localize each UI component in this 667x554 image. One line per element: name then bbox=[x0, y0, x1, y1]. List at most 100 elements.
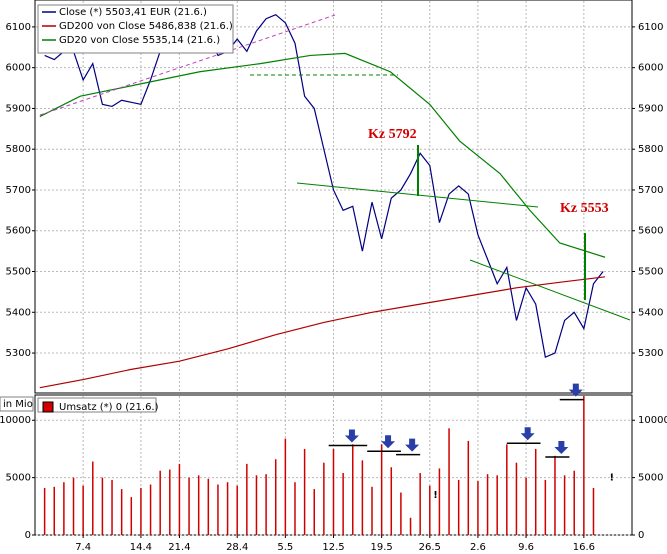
y-tick-label: 5300 bbox=[638, 348, 663, 359]
y-tick-label: 5000 bbox=[638, 473, 663, 484]
y-tick-label: 6000 bbox=[6, 63, 31, 74]
unit-box bbox=[0, 396, 34, 412]
y-tick-label: 5500 bbox=[6, 267, 31, 278]
y-tick-label: 5600 bbox=[6, 226, 31, 237]
bar bbox=[380, 444, 383, 535]
bar bbox=[188, 477, 190, 535]
bar bbox=[534, 448, 537, 535]
marker-arrow bbox=[554, 440, 569, 454]
bar bbox=[111, 479, 113, 535]
marker-arrow bbox=[381, 435, 396, 449]
y-tick-label: 5700 bbox=[6, 185, 31, 196]
x-tick-label: 14.4 bbox=[130, 542, 152, 553]
bar bbox=[217, 484, 219, 535]
bar bbox=[313, 489, 315, 535]
flag: ! bbox=[609, 473, 614, 484]
bar bbox=[342, 473, 344, 535]
x-tick-label: 7.4 bbox=[75, 542, 91, 553]
flag: ! bbox=[433, 490, 438, 501]
x-tick-label: 19.5 bbox=[371, 542, 393, 553]
trend-line bbox=[39, 14, 336, 116]
bar bbox=[43, 487, 46, 535]
x-tick-label: 21.4 bbox=[168, 542, 190, 553]
bar bbox=[92, 461, 94, 535]
legend-label: GD200 von Close 5486,838 (21.6.) bbox=[59, 21, 233, 32]
bar bbox=[323, 462, 325, 535]
legend-label: Umsatz (*) 0 (21.6.) bbox=[59, 402, 159, 413]
bar bbox=[477, 481, 479, 535]
bar bbox=[525, 477, 527, 535]
legend-label: GD20 von Close 5535,14 (21.6.) bbox=[59, 35, 220, 46]
legend-label: Close (*) 5503,41 EUR (21.6.) bbox=[59, 7, 207, 18]
bar bbox=[390, 467, 393, 535]
bar bbox=[467, 440, 470, 535]
bar bbox=[265, 474, 267, 535]
bar bbox=[226, 482, 229, 535]
bar bbox=[583, 396, 585, 535]
bar bbox=[53, 486, 56, 535]
legend bbox=[37, 397, 157, 413]
x-tick-label: 9.6 bbox=[518, 542, 534, 553]
bar bbox=[159, 470, 161, 535]
legend-swatch bbox=[42, 401, 54, 413]
bar bbox=[496, 475, 498, 535]
x-tick-label: 5.5 bbox=[277, 542, 293, 553]
y-tick-label: 5600 bbox=[638, 226, 663, 237]
marker-arrow bbox=[520, 427, 535, 441]
bar bbox=[371, 486, 373, 535]
marker-arrow bbox=[344, 429, 359, 443]
bar bbox=[284, 438, 287, 535]
x-tick-label: 26.5 bbox=[419, 542, 441, 553]
bar bbox=[274, 459, 277, 535]
bar bbox=[554, 455, 556, 535]
bar bbox=[486, 474, 489, 535]
bar bbox=[448, 428, 450, 535]
bar bbox=[332, 448, 335, 535]
bar bbox=[592, 487, 595, 535]
bar bbox=[506, 444, 508, 535]
bar bbox=[72, 477, 75, 535]
line-series bbox=[44, 13, 604, 358]
bar bbox=[101, 477, 104, 535]
y-tick-label: 5500 bbox=[638, 267, 663, 278]
x-tick-label: 12.5 bbox=[322, 542, 344, 553]
bar bbox=[236, 485, 238, 535]
bar bbox=[409, 517, 412, 535]
bar bbox=[140, 487, 142, 535]
bar bbox=[429, 485, 431, 535]
bar bbox=[419, 473, 421, 535]
marker-arrow bbox=[405, 438, 420, 452]
bar bbox=[82, 485, 84, 535]
legend bbox=[37, 4, 234, 54]
bar bbox=[352, 444, 354, 535]
bar bbox=[120, 489, 123, 535]
y-tick-label: 0 bbox=[638, 530, 644, 541]
y-tick-label: 10000 bbox=[638, 415, 667, 426]
line-series bbox=[39, 276, 606, 389]
annotation: Kz 5553 bbox=[560, 201, 609, 216]
annotation: Kz 5792 bbox=[368, 127, 417, 142]
y-tick-label: 0 bbox=[25, 530, 31, 541]
x-tick-label: 2.6 bbox=[470, 542, 486, 553]
y-tick-label: 5400 bbox=[638, 307, 663, 318]
x-tick-label: 28.4 bbox=[226, 542, 248, 553]
y-tick-label: 5800 bbox=[6, 144, 31, 155]
bar bbox=[303, 448, 306, 535]
bar bbox=[400, 492, 402, 535]
bar bbox=[438, 468, 441, 535]
y-tick-label: 5900 bbox=[6, 103, 31, 114]
bar bbox=[63, 482, 65, 535]
bar bbox=[361, 460, 364, 535]
marker-arrow bbox=[568, 383, 583, 397]
bar bbox=[515, 462, 518, 535]
y-tick-label: 5700 bbox=[638, 185, 663, 196]
bar bbox=[149, 484, 152, 535]
bar bbox=[197, 475, 200, 535]
y-tick-label: 6100 bbox=[6, 22, 31, 33]
bar bbox=[246, 463, 248, 535]
y-unit-label: in Mio bbox=[3, 399, 33, 410]
bar bbox=[255, 475, 258, 535]
bar bbox=[457, 479, 460, 535]
